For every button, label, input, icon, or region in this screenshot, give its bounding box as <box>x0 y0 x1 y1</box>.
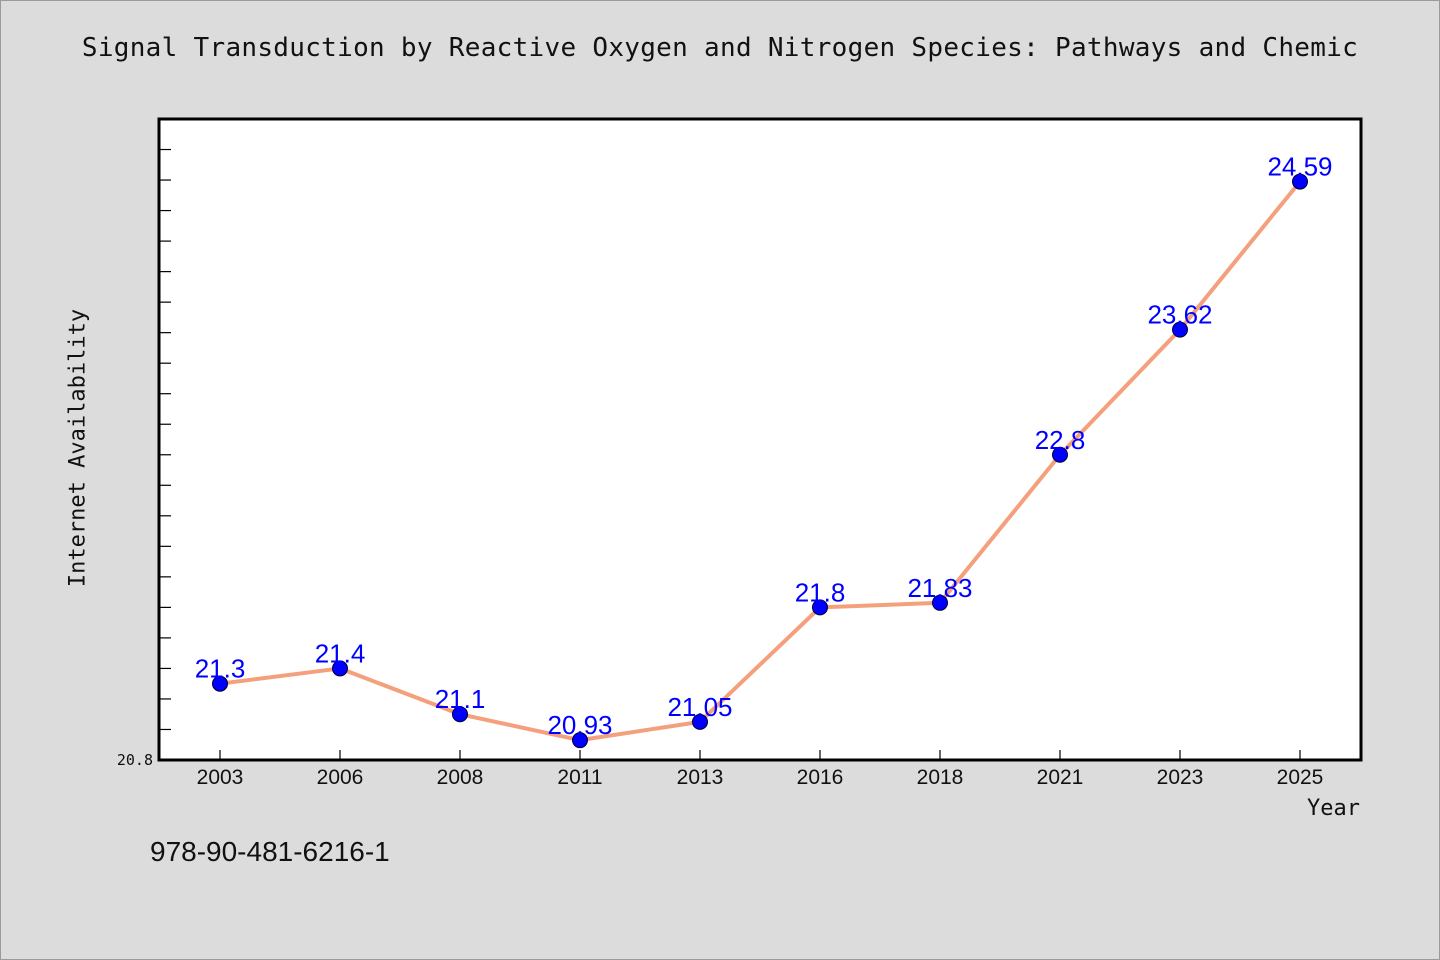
x-tick-label: 2011 <box>557 766 602 789</box>
plot-area <box>157 117 1363 762</box>
data-point <box>812 599 828 616</box>
x-axis-label: Year <box>1307 796 1360 821</box>
data-point <box>212 675 228 692</box>
isbn-text: 978-90-481-6216-1 <box>150 836 390 867</box>
x-tick-label: 2008 <box>437 766 484 789</box>
data-point <box>452 706 468 723</box>
x-tick-label: 2018 <box>917 766 964 789</box>
data-label: 21.83 <box>907 573 972 603</box>
data-point <box>332 660 348 677</box>
data-label: 21.05 <box>667 692 732 722</box>
x-tick-label: 2013 <box>677 766 724 789</box>
data-label: 21.1 <box>435 684 486 714</box>
data-label: 21.3 <box>195 654 246 684</box>
x-tick-label: 2003 <box>197 766 244 789</box>
data-point <box>692 713 708 730</box>
data-label: 22.8 <box>1035 425 1086 455</box>
data-label: 21.8 <box>795 577 846 607</box>
data-label: 24.59 <box>1267 152 1332 182</box>
y-axis-ticks: 20.8 <box>117 148 171 769</box>
chart-title: Signal Transduction by Reactive Oxygen a… <box>81 33 1359 63</box>
y-tick-label: 20.8 <box>117 751 153 769</box>
x-tick-label: 2016 <box>797 766 844 789</box>
x-tick-label: 2025 <box>1277 766 1324 789</box>
data-point <box>1292 173 1308 190</box>
x-tick-label: 2021 <box>1037 766 1084 789</box>
data-point <box>1052 446 1068 463</box>
data-label: 21.4 <box>315 638 366 668</box>
x-tick-label: 2006 <box>317 766 364 789</box>
data-point <box>1172 321 1188 338</box>
series-line <box>218 179 1302 743</box>
x-axis-ticks: 2003 2006 2008 2011 2013 2016 2018 2021 2023 2025 <box>197 750 1324 789</box>
data-point <box>572 732 588 749</box>
data-label: 23.62 <box>1147 300 1212 330</box>
series-group: 21.3 21.4 21.1 20.93 21.05 21.8 21.83 22.8 23.62… <box>195 152 1333 749</box>
data-label: 20.93 <box>547 710 612 740</box>
data-point <box>932 594 948 611</box>
x-tick-label: 2023 <box>1157 766 1204 789</box>
